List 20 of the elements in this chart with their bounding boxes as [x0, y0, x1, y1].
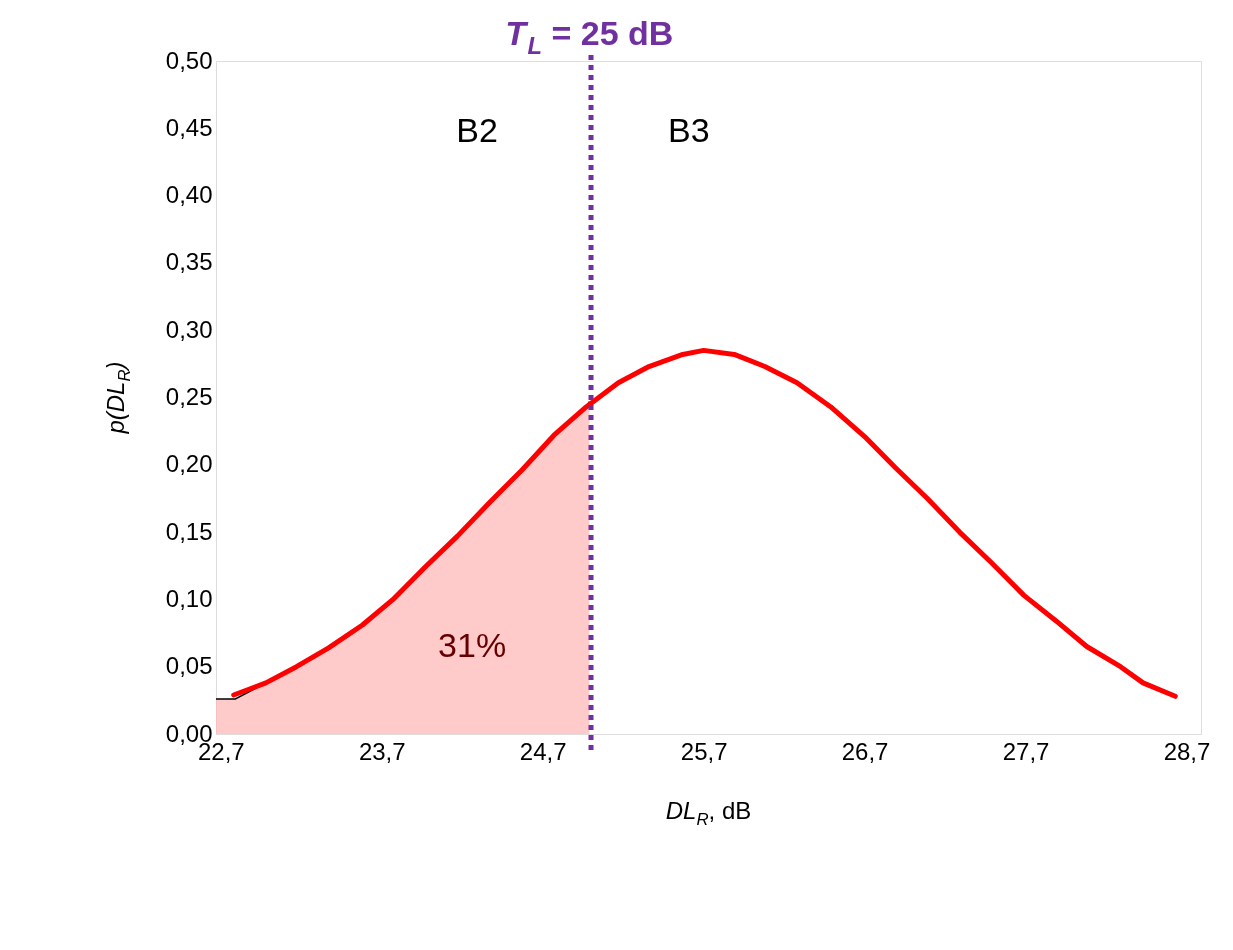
y-tick-label: 0,30	[165, 315, 213, 343]
y-tick-label: 0,20	[165, 450, 213, 478]
y-tick-label: 0,05	[165, 652, 213, 680]
y-tick-label: 0,45	[165, 113, 213, 141]
x-tick-label: 28,7	[1163, 737, 1211, 765]
annotation: B3	[668, 110, 710, 149]
annotation: B2	[456, 110, 498, 149]
y-tick-label: 0,10	[165, 584, 213, 612]
x-tick-label: 23,7	[358, 737, 406, 765]
y-axis-title: p(DLR)	[102, 361, 134, 435]
x-tick-label: 26,7	[841, 737, 889, 765]
y-tick-label: 0,50	[165, 46, 213, 74]
x-tick-label: 24,7	[519, 737, 567, 765]
x-tick-label: 25,7	[680, 737, 728, 765]
y-tick-label: 0,35	[165, 248, 213, 276]
y-tick-label: 0,40	[165, 181, 213, 209]
y-tick-label: 0,15	[165, 517, 213, 545]
y-tick-label: 0,25	[165, 383, 213, 410]
x-tick-label: 27,7	[1002, 737, 1050, 765]
annotation: 31%	[438, 625, 507, 664]
